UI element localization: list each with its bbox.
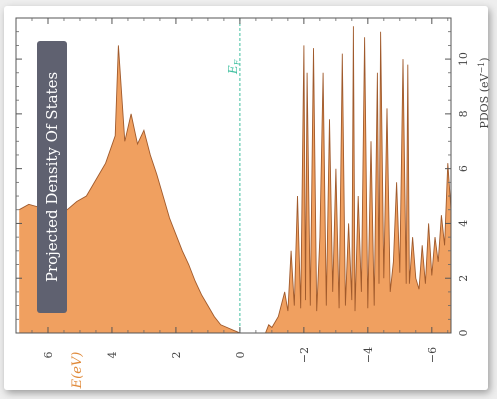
axis-ticks: 6 4 2 0 −2 −4 −6 0 2 4 6 8 10 [16, 18, 470, 363]
x-tick-label: −6 [426, 347, 439, 363]
title-box [37, 41, 67, 313]
y-axis-label: PDOS (eV−1) [477, 57, 491, 128]
y-tick-label: 10 [457, 52, 470, 66]
pdos-area-fill [19, 26, 451, 333]
x-axis-label: E(eV) [70, 352, 85, 390]
x-tick-label: 4 [106, 352, 119, 359]
x-tick-label: −4 [362, 347, 375, 363]
x-tick-label: −2 [298, 347, 311, 363]
y-tick-label: 2 [457, 275, 470, 282]
pdos-curve-line [18, 26, 452, 334]
fermi-level-label: EF [226, 59, 242, 75]
y-tick-label: 4 [457, 220, 470, 227]
y-tick-label: 0 [457, 330, 470, 337]
plot-frame [15, 17, 452, 334]
x-tick-label: 0 [234, 352, 247, 359]
chart-title: Projected Density Of States [43, 72, 61, 282]
x-tick-label: 2 [170, 352, 183, 359]
y-tick-label: 6 [457, 165, 470, 172]
y-tick-label: 8 [457, 110, 470, 117]
x-tick-label: 6 [42, 352, 55, 359]
